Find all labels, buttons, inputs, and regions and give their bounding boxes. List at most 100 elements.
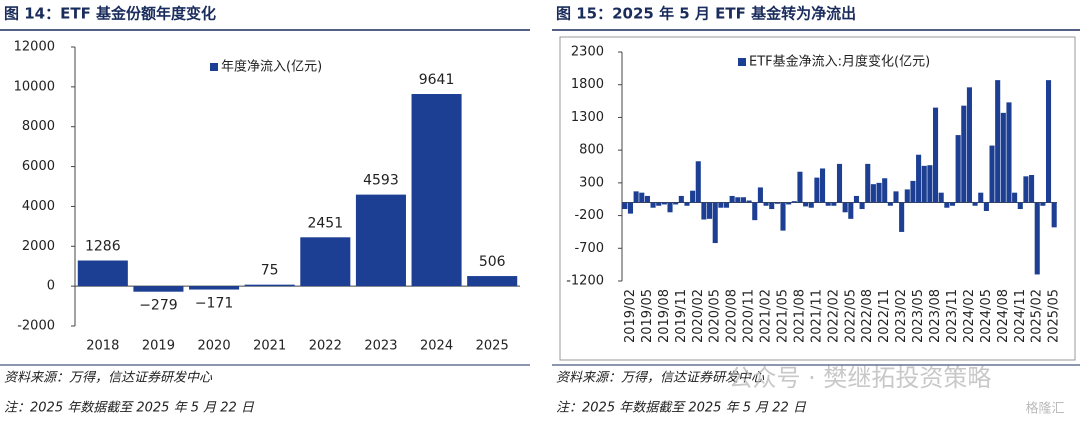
bar	[77, 260, 128, 287]
value-label: 75	[261, 263, 279, 279]
y-tick-label: 2000	[22, 239, 55, 254]
bar	[876, 182, 882, 203]
bar	[735, 197, 741, 203]
bar	[808, 202, 814, 208]
y-tick-label: 800	[579, 143, 604, 158]
x-tick-label: 2019/11	[674, 289, 689, 343]
source: 资料来源：万得，信达证券研发中心	[556, 371, 765, 386]
x-tick-label: 2022/08	[860, 289, 875, 343]
x-tick-label: 2024/11	[1013, 289, 1028, 343]
bar	[831, 202, 837, 206]
x-tick-label: 2025/05	[1047, 289, 1062, 343]
x-tick-label: 2025/02	[1030, 289, 1045, 343]
x-tick-label: 2021/08	[792, 289, 807, 343]
bar	[842, 202, 848, 213]
bar	[1006, 102, 1012, 203]
chart-title: 图 15：2025 年 5 月 ETF 基金转为净流出	[556, 5, 856, 23]
value-label: 9641	[419, 72, 455, 88]
x-tick-label: 2023/02	[894, 289, 909, 343]
bar	[995, 80, 1001, 203]
watermark: 公众号 · 樊继拓投资策略	[729, 364, 992, 392]
bar	[673, 202, 679, 205]
bar	[853, 195, 859, 203]
y-tick-label: -700	[574, 241, 604, 256]
bar	[244, 284, 295, 287]
bar	[622, 202, 628, 210]
bar	[797, 171, 803, 203]
bar	[927, 165, 933, 203]
bar	[678, 195, 684, 203]
bar	[467, 276, 518, 287]
x-tick-label: 2024/08	[996, 289, 1011, 343]
bar	[656, 202, 662, 206]
bar	[859, 202, 865, 210]
bar	[684, 202, 690, 206]
value-label: −279	[139, 298, 177, 314]
x-tick-label: 2022/02	[826, 289, 841, 343]
note: 注：2025 年数据截至 2025 年 5 月 22 日	[4, 401, 255, 416]
bar	[910, 180, 916, 203]
y-tick-label: 0	[47, 279, 55, 294]
legend-swatch	[210, 63, 218, 71]
x-tick-label: 2019	[142, 339, 175, 354]
source: 资料来源：万得，信达证券研发中心	[4, 371, 213, 386]
y-tick-label: 1800	[571, 77, 604, 92]
x-tick-label: 2020/05	[708, 289, 723, 343]
bar	[865, 163, 871, 203]
y-tick-label: 2300	[571, 45, 604, 60]
bar	[763, 202, 769, 206]
bar	[661, 202, 667, 205]
bar	[667, 202, 673, 213]
bar	[133, 286, 184, 292]
y-tick-label: 6000	[22, 159, 55, 174]
x-tick-label: 2019/08	[657, 289, 672, 343]
bar	[633, 191, 639, 203]
y-tick-label: -200	[574, 208, 604, 223]
bar	[1000, 112, 1006, 203]
y-tick-label: -1200	[566, 274, 604, 289]
bar	[887, 202, 893, 206]
bar	[983, 202, 989, 211]
y-tick-label: 10000	[14, 79, 55, 94]
chart-title: 图 14：ETF 基金份额年度变化	[4, 5, 216, 23]
bar	[882, 178, 888, 203]
value-label: −171	[195, 296, 233, 312]
bar	[780, 202, 786, 231]
x-tick-label: 2023/11	[945, 289, 960, 343]
x-tick-label: 2022	[309, 339, 342, 354]
bar	[1051, 202, 1057, 228]
bar	[955, 135, 961, 203]
bar	[1012, 192, 1018, 203]
x-tick-label: 2018	[86, 339, 119, 354]
bar	[848, 202, 854, 219]
bar	[752, 202, 758, 221]
y-tick-label: 4000	[22, 199, 55, 214]
bar	[791, 201, 797, 203]
bar	[639, 192, 645, 203]
bar	[690, 190, 696, 203]
x-tick-label: 2019/02	[623, 289, 638, 343]
bar	[1017, 202, 1023, 210]
bar	[355, 194, 406, 287]
bar	[1034, 202, 1040, 275]
x-tick-label: 2021/11	[809, 289, 824, 343]
value-label: 506	[479, 254, 506, 270]
bar	[932, 107, 939, 203]
y-tick-label: 12000	[14, 40, 55, 55]
value-label: 2451	[307, 215, 343, 231]
bar	[938, 192, 944, 203]
bar	[712, 202, 718, 244]
x-tick-label: 2020	[198, 339, 231, 354]
note: 注：2025 年数据截至 2025 年 5 月 22 日	[556, 401, 807, 416]
x-tick-label: 2023/05	[911, 289, 926, 343]
x-tick-label: 2022/11	[877, 289, 892, 343]
bar	[701, 202, 707, 220]
legend-label: 年度净流入(亿元)	[221, 59, 322, 75]
bar	[757, 187, 763, 203]
bar	[740, 197, 747, 203]
bar	[1040, 202, 1046, 206]
x-tick-label: 2019/05	[640, 289, 655, 343]
bar	[961, 105, 967, 203]
bar	[899, 202, 905, 232]
